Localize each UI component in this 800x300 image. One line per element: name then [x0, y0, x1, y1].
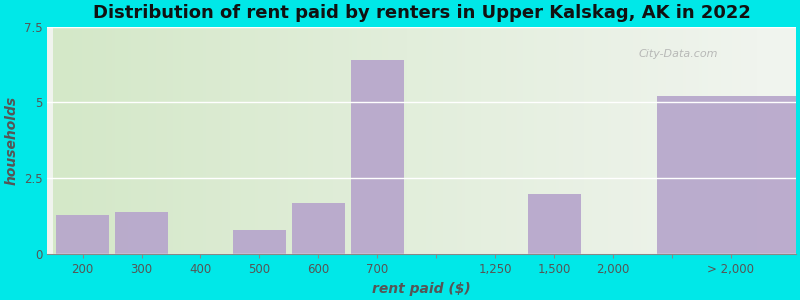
Title: Distribution of rent paid by renters in Upper Kalskag, AK in 2022: Distribution of rent paid by renters in …	[93, 4, 750, 22]
Bar	[115, 212, 168, 254]
Bar	[350, 60, 404, 254]
X-axis label: rent paid ($): rent paid ($)	[372, 282, 471, 296]
Y-axis label: households: households	[4, 96, 18, 185]
Bar	[233, 230, 286, 254]
Bar	[56, 215, 109, 254]
Bar	[658, 96, 800, 254]
Bar	[292, 202, 345, 254]
Text: City-Data.com: City-Data.com	[638, 49, 718, 59]
Bar	[528, 194, 581, 254]
